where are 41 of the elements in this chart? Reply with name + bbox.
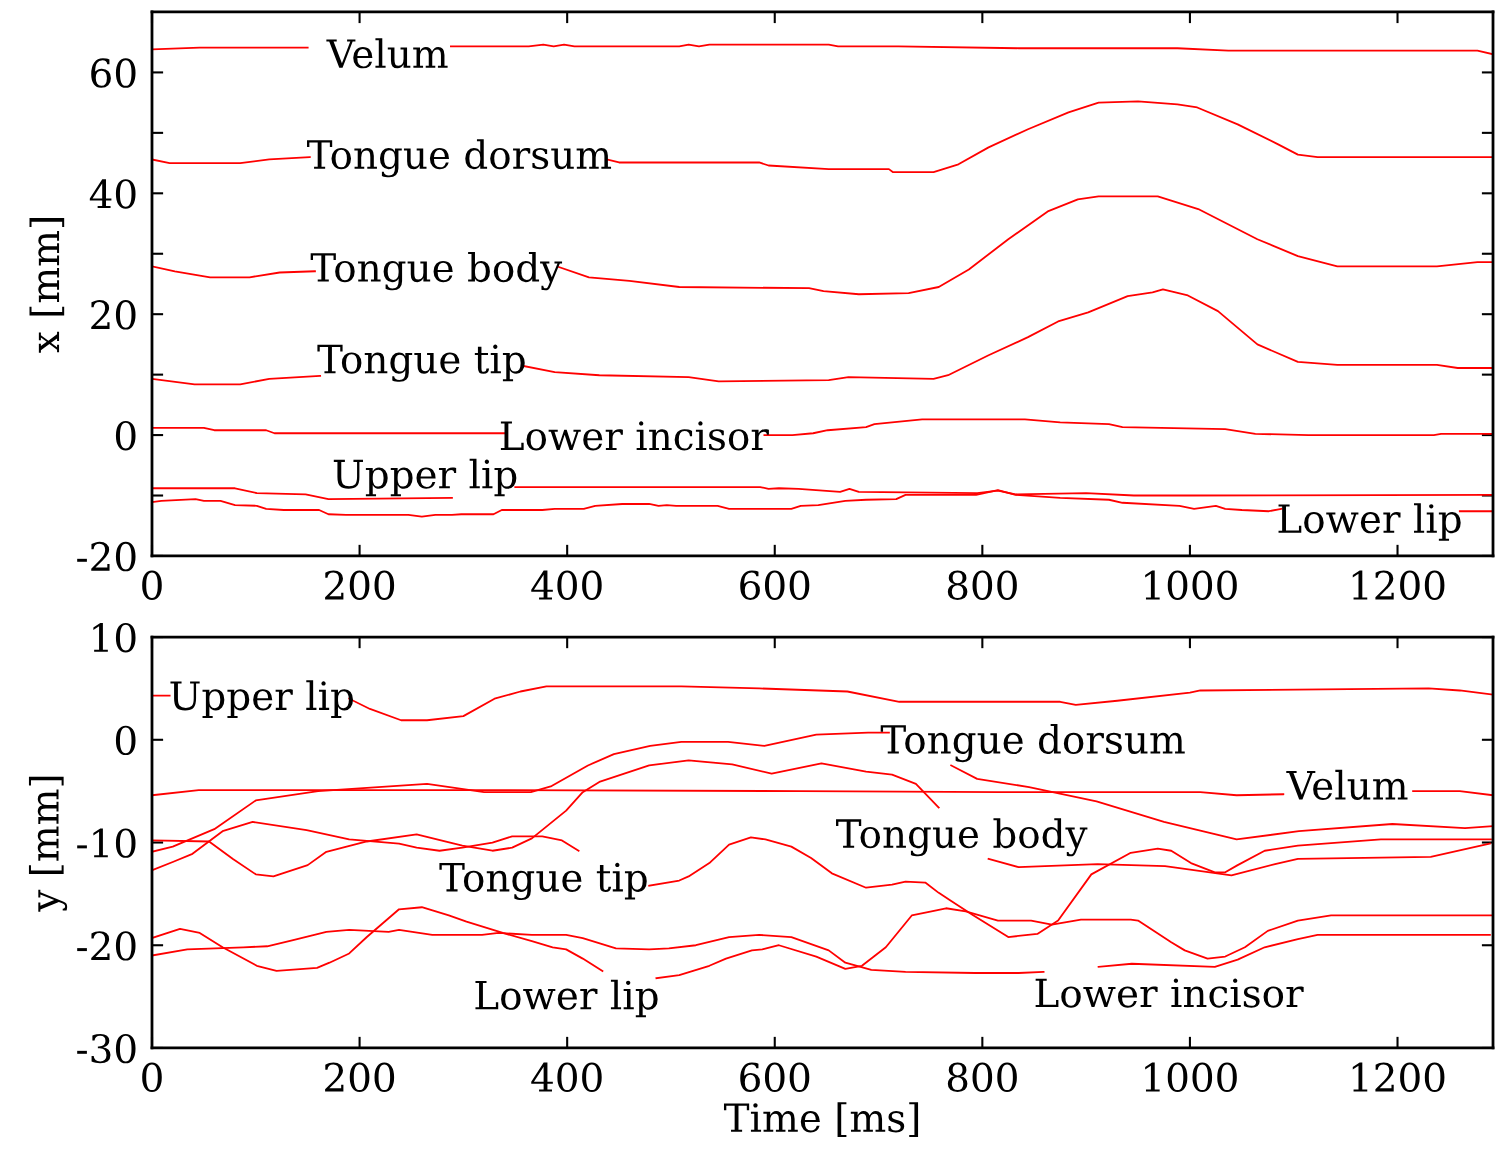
y-tick-label: -20 [77,931,136,961]
x-tick-label: 0 [142,1062,162,1092]
series-label: Velum [1286,769,1408,800]
x-tick-label: 800 [947,1062,1017,1092]
x-tick-label: 600 [740,570,810,600]
x-tick-label: 1000 [1145,570,1237,600]
x-tick-label: 600 [740,1062,810,1092]
x-tick-label: 1200 [1352,570,1445,600]
x-tick-label: 800 [947,570,1017,600]
y-axis-title: y [mm] [28,776,68,912]
series-label: Tongue dorsum [307,139,612,178]
x-tick-label: 200 [325,1062,395,1092]
y-tick-label: -20 [77,541,136,572]
y-tick-label: 0 [115,420,136,451]
y-tick-label: 20 [91,300,136,330]
series-label: Lower lip [475,979,658,1018]
series-label: Tongue body [836,818,1088,857]
series-label: Tongue tip [317,344,525,382]
series-label: Upper lip [333,458,517,497]
x-tick-label: 400 [531,570,602,600]
series-label: Lower incisor [1035,978,1304,1008]
x-axis-title: Time [ms] [723,1102,919,1137]
x-tick-label: 200 [325,570,395,600]
x-tick-label: 1000 [1145,1062,1237,1092]
y-axis-title: x [mm] [29,218,65,353]
x-tick-label: 1200 [1352,1062,1445,1092]
y-tick-label: 10 [93,622,136,653]
y-tick-label: 40 [89,179,136,209]
series-label: Velum [326,38,448,69]
series-label: Tongue body [310,252,563,291]
series-label: Tongue tip [439,862,647,901]
x-tick-label: 400 [531,1062,602,1092]
series-label: Lower incisor [500,421,769,451]
series-label: Tongue dorsum [880,723,1185,763]
x-tick-label: 0 [142,570,162,600]
y-tick-label: -30 [77,1033,136,1064]
y-tick-label: 0 [115,725,136,756]
series-label: Lower lip [1278,503,1461,541]
y-tick-label: -10 [77,828,136,858]
series-label: Upper lip [170,680,353,718]
y-tick-label: 60 [91,58,136,88]
